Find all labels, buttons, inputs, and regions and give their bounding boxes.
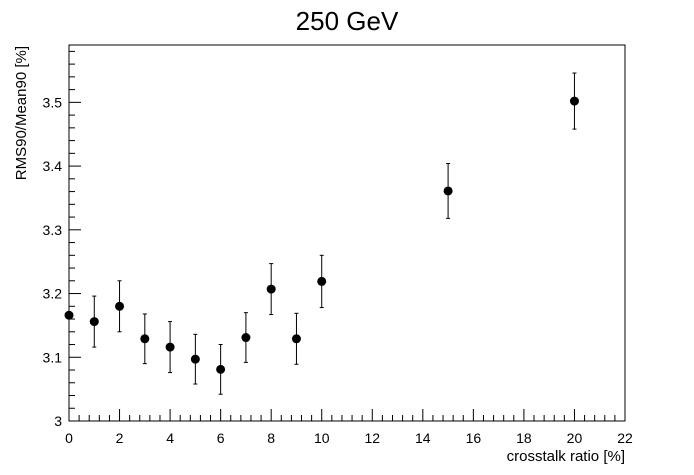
data-point: [241, 333, 251, 343]
x-tick-label: 10: [314, 430, 330, 446]
data-point: [443, 186, 453, 196]
data-point: [569, 96, 579, 106]
x-tick-label: 20: [567, 430, 583, 446]
x-tick-label: 14: [415, 430, 431, 446]
plot-frame: [68, 44, 626, 422]
chart-title: 250 GeV: [296, 6, 399, 36]
data-layer: [64, 72, 579, 395]
x-tick-label: 2: [116, 430, 124, 446]
y-axis-label: RMS90/Mean90 [%]: [13, 46, 30, 180]
x-tick-label: 18: [516, 430, 532, 446]
data-point: [291, 334, 301, 344]
y-tick-label: 3.1: [43, 349, 63, 365]
x-tick-label: 6: [217, 430, 225, 446]
data-point: [266, 284, 276, 294]
data-point: [89, 317, 99, 327]
y-tick-label: 3.5: [43, 94, 63, 110]
x-tick-label: 12: [364, 430, 380, 446]
data-point: [64, 310, 74, 320]
x-tick-label: 8: [267, 430, 275, 446]
x-axis-label: crosstalk ratio [%]: [507, 448, 625, 465]
data-point: [115, 301, 125, 311]
data-point: [190, 354, 200, 364]
x-tick-label: 16: [466, 430, 482, 446]
data-point: [317, 276, 327, 286]
y-tick-label: 3: [54, 413, 62, 429]
data-point: [216, 364, 226, 374]
x-tick-label: 22: [617, 430, 633, 446]
data-point: [140, 334, 150, 344]
x-tick-label: 0: [65, 430, 73, 446]
x-tick-label: 4: [166, 430, 174, 446]
y-tick-label: 3.2: [43, 286, 63, 302]
y-tick-label: 3.3: [43, 222, 63, 238]
y-tick-label: 3.4: [43, 158, 63, 174]
data-point: [165, 342, 175, 352]
axes: 0 2 4 6 8 10 12 14 16 18 20 22 3 3.1 3.2 3.3 3.4 3.5: [43, 44, 633, 446]
